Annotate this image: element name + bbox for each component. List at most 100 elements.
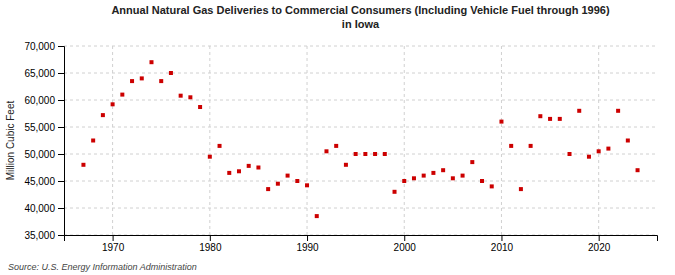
tick-label: 35,000 [24,230,55,241]
source: Source: U.S. Energy Information Administ… [8,262,197,272]
point [218,144,222,148]
point [266,187,270,191]
grid-line [501,46,502,235]
point [130,79,134,83]
grid-line [64,73,657,74]
grid-line [598,46,599,235]
grid-line [64,181,657,182]
point [159,79,163,83]
point [499,120,503,124]
grid-line [112,46,113,235]
point [208,155,212,159]
axis-line [58,47,65,236]
point [422,174,426,178]
point [305,183,309,187]
tick-label: 2010 [491,242,514,253]
tick-mark [404,235,405,241]
point [412,176,416,180]
point [227,171,231,175]
point [626,139,630,143]
point [509,144,513,148]
tick: 60,000 [24,95,64,106]
tick-mark [307,235,308,241]
point [363,152,367,156]
point [247,164,251,168]
tick: 70,000 [24,41,64,52]
tick-mark [58,208,64,209]
tick-label: 45,000 [24,176,55,187]
tick-mark [58,127,64,128]
point [198,105,202,109]
point [568,152,572,156]
point [140,76,144,80]
point [597,149,601,153]
point [111,102,115,106]
point [149,60,153,64]
tick-label: 1970 [102,242,125,253]
point [490,184,494,188]
tick-label: 70,000 [24,41,55,52]
grid [64,46,657,235]
tick: 45,000 [24,176,64,187]
tick: 1970 [102,235,125,253]
grid-line [64,100,657,101]
grid-line [64,208,657,209]
point [636,168,640,172]
point [276,182,280,186]
point [334,144,338,148]
tick: 2020 [588,235,611,253]
grid-line [307,46,308,235]
point [587,155,591,159]
tick-mark [210,235,211,241]
points [81,60,639,218]
tick-mark [58,73,64,74]
point [81,163,85,167]
point [431,171,435,175]
tick: 55,000 [24,122,64,133]
y-axis-label: Million Cubic Feet [5,101,16,181]
point [529,144,533,148]
point [295,179,299,183]
tick: 2000 [394,235,417,253]
tick-mark [599,235,600,241]
tick-label: 50,000 [24,149,55,160]
tick-label: 60,000 [24,95,55,106]
point [344,163,348,167]
title: Annual Natural Gas Deliveries to Commerc… [111,4,610,30]
grid-line [64,46,657,47]
point [315,214,319,218]
tick: 50,000 [24,149,64,160]
tick-mark [58,46,64,47]
point [451,176,455,180]
point [179,94,183,98]
chart: 1970 1980 1990 2000 2010 2020 35,000 40,000 45,0… [0,0,675,275]
tick-label: 65,000 [24,68,55,79]
tick-mark [113,235,114,241]
tick-mark [501,235,502,241]
point [101,113,105,117]
tick-mark [58,100,64,101]
tick: 40,000 [24,203,64,214]
x-axis: 1970 1980 1990 2000 2010 2020 [65,235,658,253]
point [383,152,387,156]
tick-mark [58,235,64,236]
point [461,174,465,178]
point [286,174,290,178]
point [237,169,241,173]
tick-mark [58,181,64,182]
grid-line [64,127,657,128]
tick-label: 40,000 [24,203,55,214]
tick: 1980 [199,235,222,253]
grid-line [209,46,210,235]
point [441,168,445,172]
point [402,179,406,183]
tick-label: 2000 [394,242,417,253]
point [169,71,173,75]
tick: 1990 [296,235,319,253]
point [519,187,523,191]
point [606,147,610,151]
point [256,166,260,170]
point [120,93,124,97]
tick-label: 1990 [296,242,319,253]
point [577,109,581,113]
